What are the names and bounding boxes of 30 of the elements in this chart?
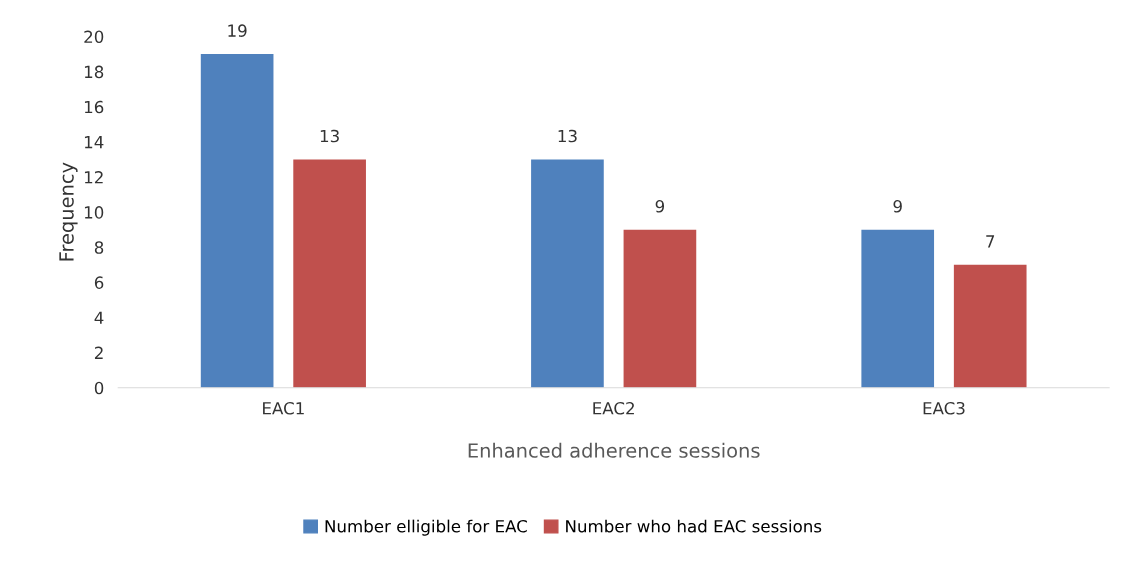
y-axis-title: Frequency: [59, 162, 78, 261]
y-tick-label: 0: [94, 381, 104, 395]
x-tick-label: EAC2: [593, 401, 634, 415]
data-label: 19: [228, 24, 247, 37]
y-tick-label: 6: [94, 276, 104, 289]
data-label: 13: [320, 129, 339, 143]
y-tick-label: 20: [84, 30, 104, 44]
bar: [623, 229, 697, 388]
bar: [861, 229, 935, 388]
bar: [200, 54, 274, 388]
y-tick-label: 12: [84, 170, 103, 184]
bar: [953, 264, 1027, 388]
data-label: 7: [986, 235, 995, 248]
y-tick-label: 14: [84, 136, 104, 149]
legend-label: Number who had EAC sessions: [566, 519, 822, 533]
x-axis-title: Enhanced adherence sessions: [468, 442, 760, 458]
bar: [531, 159, 604, 388]
y-tick-label: 16: [84, 100, 104, 114]
x-tick-label: EAC1: [263, 401, 304, 415]
data-label: 9: [893, 199, 902, 213]
data-label: 13: [558, 129, 577, 143]
x-tick-label: EAC3: [923, 401, 965, 415]
y-tick-label: 8: [94, 241, 104, 254]
y-tick-label: 10: [84, 206, 104, 219]
y-tick-label: 4: [94, 311, 104, 324]
y-tick-label: 18: [84, 65, 104, 79]
data-label: 9: [655, 199, 665, 213]
bar: [293, 159, 366, 388]
y-tick-label: 2: [94, 346, 103, 359]
legend-label: Number elligible for EAC: [325, 519, 527, 536]
